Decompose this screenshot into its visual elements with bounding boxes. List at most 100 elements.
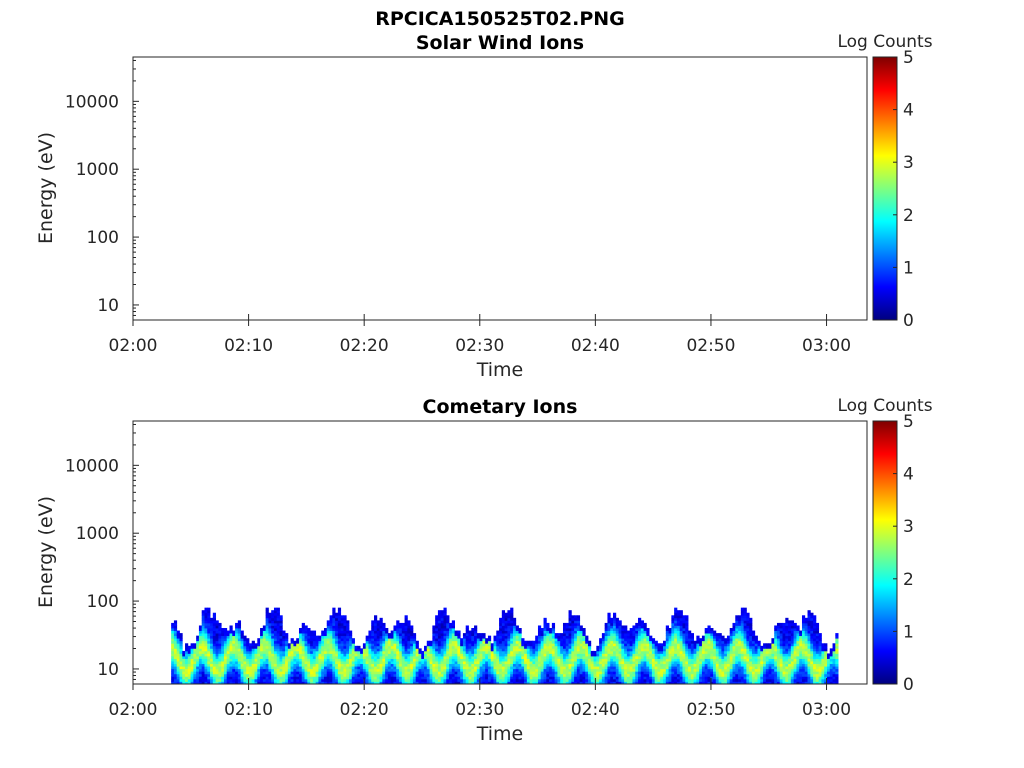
spectrogram-cell — [171, 628, 175, 631]
spectrogram-cell — [343, 681, 347, 684]
spectrogram-cell — [704, 678, 708, 682]
spectrogram-cell — [749, 658, 753, 662]
spectrogram-cell — [624, 673, 628, 677]
spectrogram-cell — [223, 650, 228, 654]
spectrogram-cell — [404, 615, 408, 619]
spectrogram-cell — [415, 640, 419, 644]
spectrogram-cell — [368, 668, 372, 672]
spectrogram-cell — [435, 650, 439, 654]
spectrogram-cell — [574, 638, 578, 642]
spectrogram-cell — [268, 681, 272, 684]
spectrogram-cell — [226, 633, 230, 637]
spectrogram-cell — [568, 645, 572, 649]
spectrogram-cell — [729, 650, 733, 654]
spectrogram-cell — [257, 638, 261, 642]
spectrogram-cell — [732, 656, 736, 659]
spectrogram-cell — [707, 645, 711, 649]
spectrogram-cell — [296, 668, 300, 672]
spectrogram-cell — [768, 661, 772, 665]
spectrogram-cell — [540, 645, 544, 649]
spectrogram-cell — [576, 633, 581, 637]
spectrogram-cell — [351, 666, 355, 670]
spectrogram-cell — [618, 671, 622, 675]
spectrogram-cell — [246, 671, 250, 675]
spectrogram-cell — [649, 676, 653, 680]
spectrogram-cell — [401, 622, 405, 626]
spectrogram-cell — [690, 678, 694, 682]
spectrogram-cell — [707, 625, 711, 629]
spectrogram-cell — [210, 628, 214, 631]
spectrogram-cell — [638, 622, 642, 626]
spectrogram-cell — [768, 663, 772, 667]
spectrogram-cell — [782, 635, 786, 639]
spectrogram-cell — [254, 648, 258, 652]
spectrogram-cell — [287, 648, 292, 652]
spectrogram-cell — [776, 678, 781, 682]
spectrogram-cell — [304, 678, 308, 682]
spectrogram-cell — [374, 643, 378, 647]
spectrogram-cell — [240, 653, 244, 657]
spectrogram-cell — [346, 638, 350, 642]
spectrogram-cell — [298, 658, 303, 662]
spectrogram-cell — [196, 653, 200, 657]
spectrogram-cell — [543, 622, 547, 626]
spectrogram-cell — [510, 668, 514, 672]
spectrogram-cell — [310, 673, 314, 677]
spectrogram-cell — [426, 640, 430, 644]
spectrogram-cell — [173, 653, 178, 657]
spectrogram-cell — [332, 648, 336, 652]
spectrogram-cell — [510, 648, 514, 652]
spectrogram-cell — [690, 635, 694, 639]
spectrogram-cell — [587, 666, 592, 670]
spectrogram-cell — [312, 638, 317, 642]
spectrogram-cell — [585, 678, 589, 682]
spectrogram-cell — [310, 645, 314, 649]
spectrogram-cell — [718, 645, 722, 649]
spectrogram-cell — [212, 676, 217, 680]
spectrogram-cell — [643, 640, 647, 644]
spectrogram-cell — [549, 638, 553, 642]
spectrogram-cell — [743, 622, 747, 626]
spectrogram-cell — [551, 658, 556, 662]
spectrogram-cell — [429, 645, 433, 649]
spectrogram-cell — [715, 635, 720, 639]
spectrogram-cell — [704, 663, 708, 667]
spectrogram-cell — [196, 673, 200, 677]
spectrogram-cell — [599, 663, 603, 667]
spectrogram-cell — [529, 668, 533, 672]
spectrogram-cell — [610, 638, 614, 642]
spectrogram-cell — [724, 658, 728, 662]
spectrogram-cell — [326, 676, 330, 680]
spectrogram-cell — [346, 653, 350, 657]
spectrogram-cell — [254, 658, 258, 662]
spectrogram-cell — [315, 648, 319, 652]
spectrogram-cell — [329, 673, 333, 677]
spectrogram-cell — [701, 666, 706, 670]
spectrogram-cell — [451, 648, 455, 652]
spectrogram-cell — [268, 656, 272, 659]
spectrogram-cell — [554, 658, 558, 662]
spectrogram-cell — [201, 673, 205, 677]
spectrogram-cell — [365, 648, 369, 652]
spectrogram-cell — [248, 668, 253, 672]
spectrogram-cell — [235, 643, 239, 647]
spectrogram-cell — [435, 658, 439, 662]
spectrogram-cell — [176, 671, 180, 675]
spectrogram-cell — [693, 681, 697, 684]
spectrogram-cell — [613, 668, 617, 672]
spectrogram-cell — [679, 645, 683, 649]
spectrogram-cell — [496, 668, 500, 672]
spectrogram-cell — [279, 630, 283, 634]
spectrogram-cell — [173, 668, 178, 672]
spectrogram-cell — [471, 666, 475, 670]
spectrogram-cell — [735, 656, 739, 659]
spectrogram-cell — [246, 638, 250, 642]
spectrogram-cell — [321, 640, 325, 644]
spectrogram-cell — [240, 681, 244, 684]
spectrogram-cell — [215, 673, 219, 677]
spectrogram-cell — [315, 640, 319, 644]
spectrogram-cell — [749, 668, 753, 672]
spectrogram-cell — [371, 638, 375, 642]
spectrogram-cell — [685, 640, 689, 644]
spectrogram-cell — [724, 681, 728, 684]
